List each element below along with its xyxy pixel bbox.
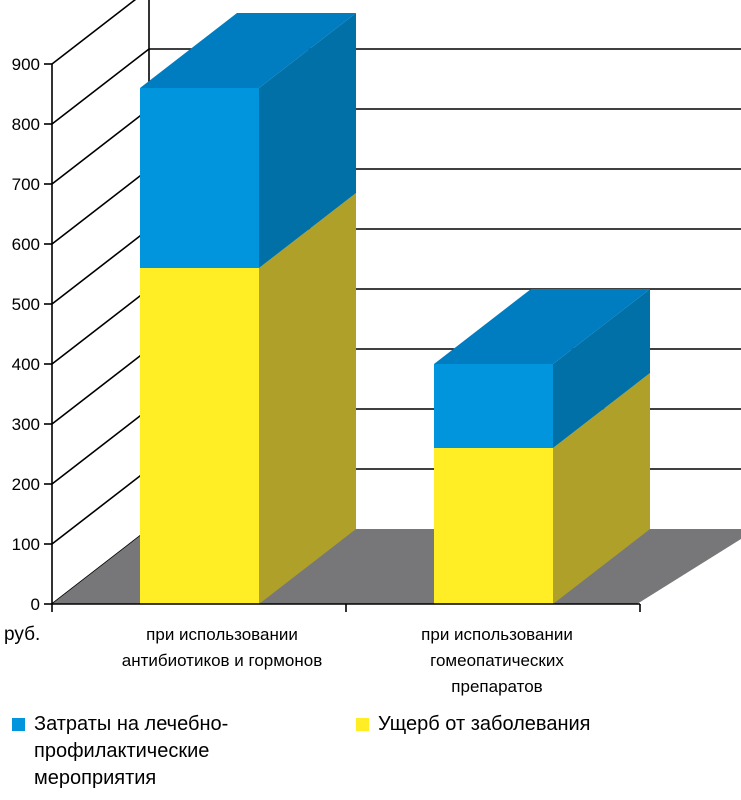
bar-0-series-0 [140, 193, 356, 604]
bar-front-0-1 [140, 88, 259, 268]
y-tick-label-200: 200 [12, 475, 40, 494]
category-label-0-line-0: при использовании [146, 625, 298, 644]
bar-1-series-0 [434, 373, 650, 604]
legend-label-costs-line-2: мероприятия [34, 767, 157, 789]
bar-front-1-0 [434, 448, 553, 604]
bar-side-0-1 [259, 13, 356, 268]
y-tick-label-400: 400 [12, 355, 40, 374]
bar-front-1-1 [434, 364, 553, 448]
category-label-1-line-0: при использовании [421, 625, 573, 644]
y-tick-label-900: 900 [12, 55, 40, 74]
legend-label-costs: Затраты на лечебно-профилактические мероп… [34, 711, 228, 792]
grid-line-wall-600 [51, 168, 150, 245]
legend-label-damage: Ущерб от заболевания [378, 713, 591, 735]
grid-line-wall-800 [51, 48, 150, 125]
chart-axes [44, 63, 641, 612]
chart: 0 100 200 300 400 500 600 700 800 900 руб. при ис… [4, 0, 741, 696]
y-tick-label-300: 300 [12, 415, 40, 434]
category-label-1-line-2: препаратов [451, 677, 542, 696]
legend-label-costs-line-1: профилактические [34, 740, 210, 762]
grid-line-wall-300 [51, 348, 150, 425]
bar-side-1-1 [553, 289, 650, 448]
y-tick-label-100: 100 [12, 535, 40, 554]
grid-line-wall-700 [51, 108, 150, 185]
y-tick-label-0: 0 [31, 595, 40, 614]
legend-label-costs-line-0: Затраты на лечебно- [34, 713, 229, 735]
bar-side-0-0 [259, 193, 356, 604]
grid-line-wall-400 [51, 288, 150, 365]
bar-side-1-0 [553, 373, 650, 604]
category-label-1-line-1: гомеопатических [430, 651, 564, 670]
grid-line-wall-100 [51, 468, 150, 545]
y-tick-label-500: 500 [12, 295, 40, 314]
category-labels: при использовании антибиотиков и гормонов… [122, 625, 573, 696]
bar-top-0 [140, 13, 356, 88]
grid-line-wall-200 [51, 408, 150, 485]
chart-bars [140, 13, 650, 604]
legend-swatch-costs [12, 718, 25, 731]
grid-line-wall-900 [51, 0, 137, 65]
bar-top-1 [434, 289, 650, 364]
bar-0-series-1 [140, 13, 356, 268]
y-tick-label-700: 700 [12, 175, 40, 194]
y-tick-label-600: 600 [12, 235, 40, 254]
bar-1-series-1 [434, 289, 650, 448]
category-label-0-line-1: антибиотиков и гормонов [122, 651, 323, 670]
grid-line-wall-500 [51, 228, 150, 305]
y-unit-label: руб. [4, 624, 40, 645]
legend-swatch-damage [356, 718, 369, 731]
y-tick-label-800: 800 [12, 115, 40, 134]
bar-front-0-0 [140, 268, 259, 604]
y-tick-labels: 0 100 200 300 400 500 600 700 800 900 [12, 55, 40, 614]
